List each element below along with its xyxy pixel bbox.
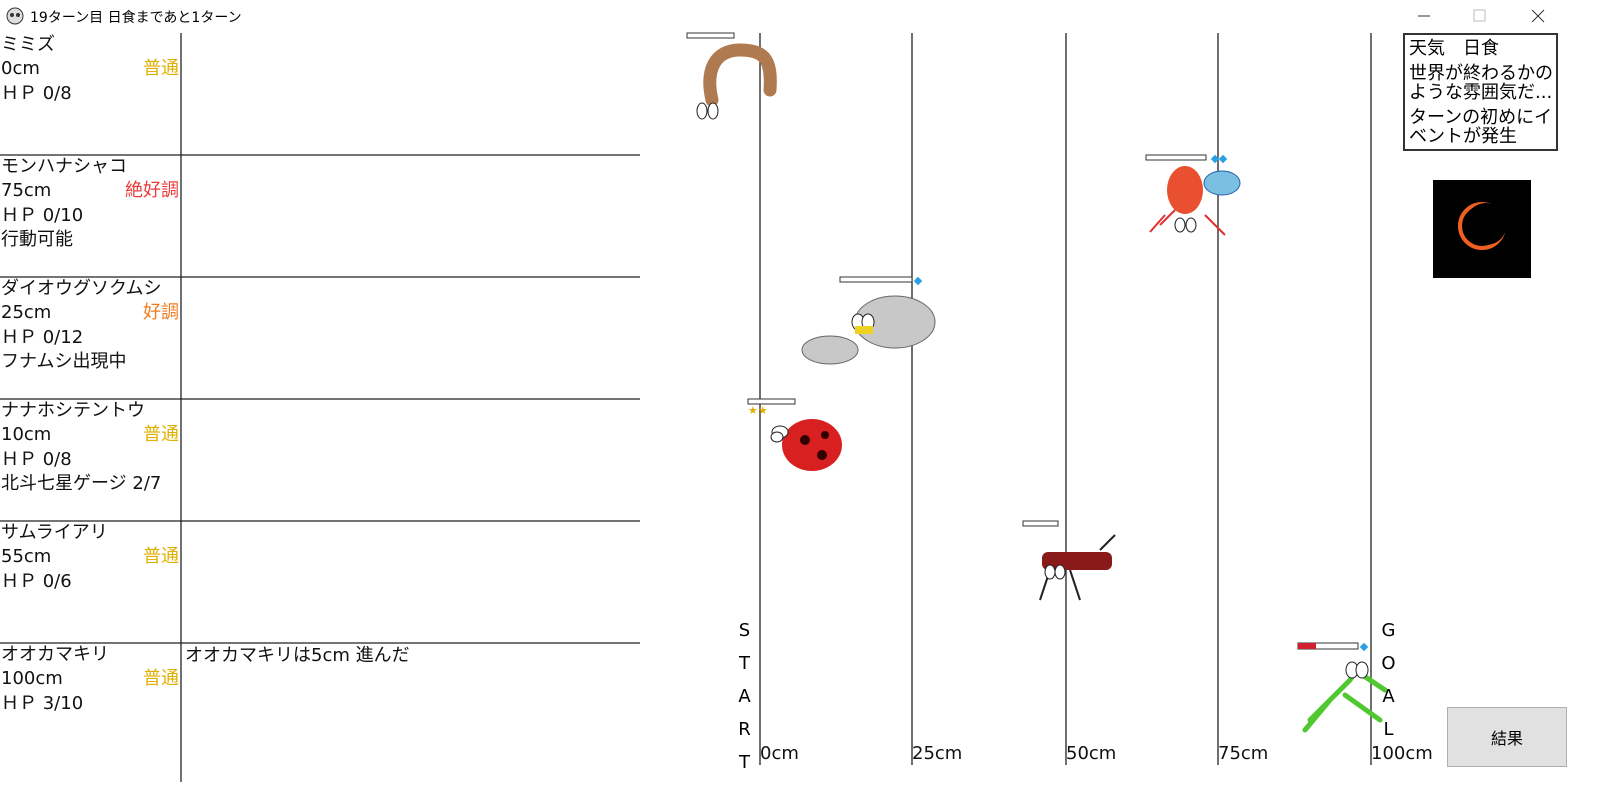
insect-condition: 普通 xyxy=(143,546,179,567)
insect-hp: ＨＰ 3/10 xyxy=(1,693,84,714)
insect-distance: 0cm xyxy=(1,58,40,79)
distance-label: 50cm xyxy=(1066,743,1117,764)
mantis-shrimp-sprite xyxy=(1145,154,1241,236)
insect-status: 行動可能 xyxy=(1,229,73,250)
event-note: ターンの初めにイベントが発生 xyxy=(1409,107,1553,147)
insect-name: ミミズ xyxy=(1,34,55,55)
result-button[interactable]: 結果 xyxy=(1447,707,1567,767)
start-label: START xyxy=(734,620,755,785)
insect-condition: 普通 xyxy=(143,668,179,689)
insect-name: ダイオウグソクムシ xyxy=(1,278,162,299)
insect-name: ナナホシテントウ xyxy=(1,400,145,421)
insect-condition: 絶好調 xyxy=(125,180,179,201)
insect-hp: ＨＰ 0/8 xyxy=(1,449,72,470)
title-bar: 19ターン目 日食まであと1ターン xyxy=(0,0,1602,32)
window-controls[interactable] xyxy=(1410,6,1560,26)
info-box: 天気 日食 世界が終わるかのような雰囲気だ... ターンの初めにイベントが発生 xyxy=(1403,33,1558,151)
insect-hp: ＨＰ 0/6 xyxy=(1,571,72,592)
insect-distance: 75cm xyxy=(1,180,52,201)
insect-distance: 100cm xyxy=(1,668,63,689)
insect-condition: 好調 xyxy=(143,302,179,323)
distance-label: 25cm xyxy=(912,743,963,764)
insect-name: オオカマキリ xyxy=(1,644,109,665)
insect-distance: 55cm xyxy=(1,546,52,567)
panel-lines xyxy=(0,33,640,782)
insect-condition: 普通 xyxy=(143,58,179,79)
ladybug-sprite: ★★ xyxy=(747,398,842,471)
insect-status: フナムシ出現中 xyxy=(1,351,127,372)
ant-sprite xyxy=(1022,520,1116,601)
goal-label: GOAL xyxy=(1378,620,1399,752)
insect-hp: ＨＰ 0/8 xyxy=(1,83,72,104)
insect-distance: 10cm xyxy=(1,424,52,445)
insect-name: モンハナシャコ xyxy=(1,156,127,177)
worm-sprite xyxy=(686,32,777,120)
action-log: オオカマキリは5cm 進んだ xyxy=(185,645,410,666)
eclipse-image xyxy=(1433,180,1531,278)
weather-description: 世界が終わるかのような雰囲気だ... xyxy=(1409,63,1553,103)
insect-name: サムライアリ xyxy=(1,522,108,543)
insect-condition: 普通 xyxy=(143,424,179,445)
svg-text:★★: ★★ xyxy=(748,404,768,417)
track-lines xyxy=(759,33,1372,765)
weather: 天気 日食 xyxy=(1409,38,1499,59)
distance-label: 100cm xyxy=(1371,743,1433,764)
distance-label: 75cm xyxy=(1218,743,1269,764)
window-title: 19ターン目 日食まであと1ターン xyxy=(30,10,242,26)
insect-hp: ＨＰ 0/12 xyxy=(1,327,84,348)
insect-hp: ＨＰ 0/10 xyxy=(1,205,84,226)
distance-label: 0cm xyxy=(760,743,799,764)
insect-distance: 25cm xyxy=(1,302,52,323)
isopod-sprite xyxy=(801,276,936,365)
insect-status: 北斗七星ゲージ 2/7 xyxy=(1,473,162,494)
app-icon xyxy=(6,7,24,25)
mantis-sprite xyxy=(1297,642,1388,733)
